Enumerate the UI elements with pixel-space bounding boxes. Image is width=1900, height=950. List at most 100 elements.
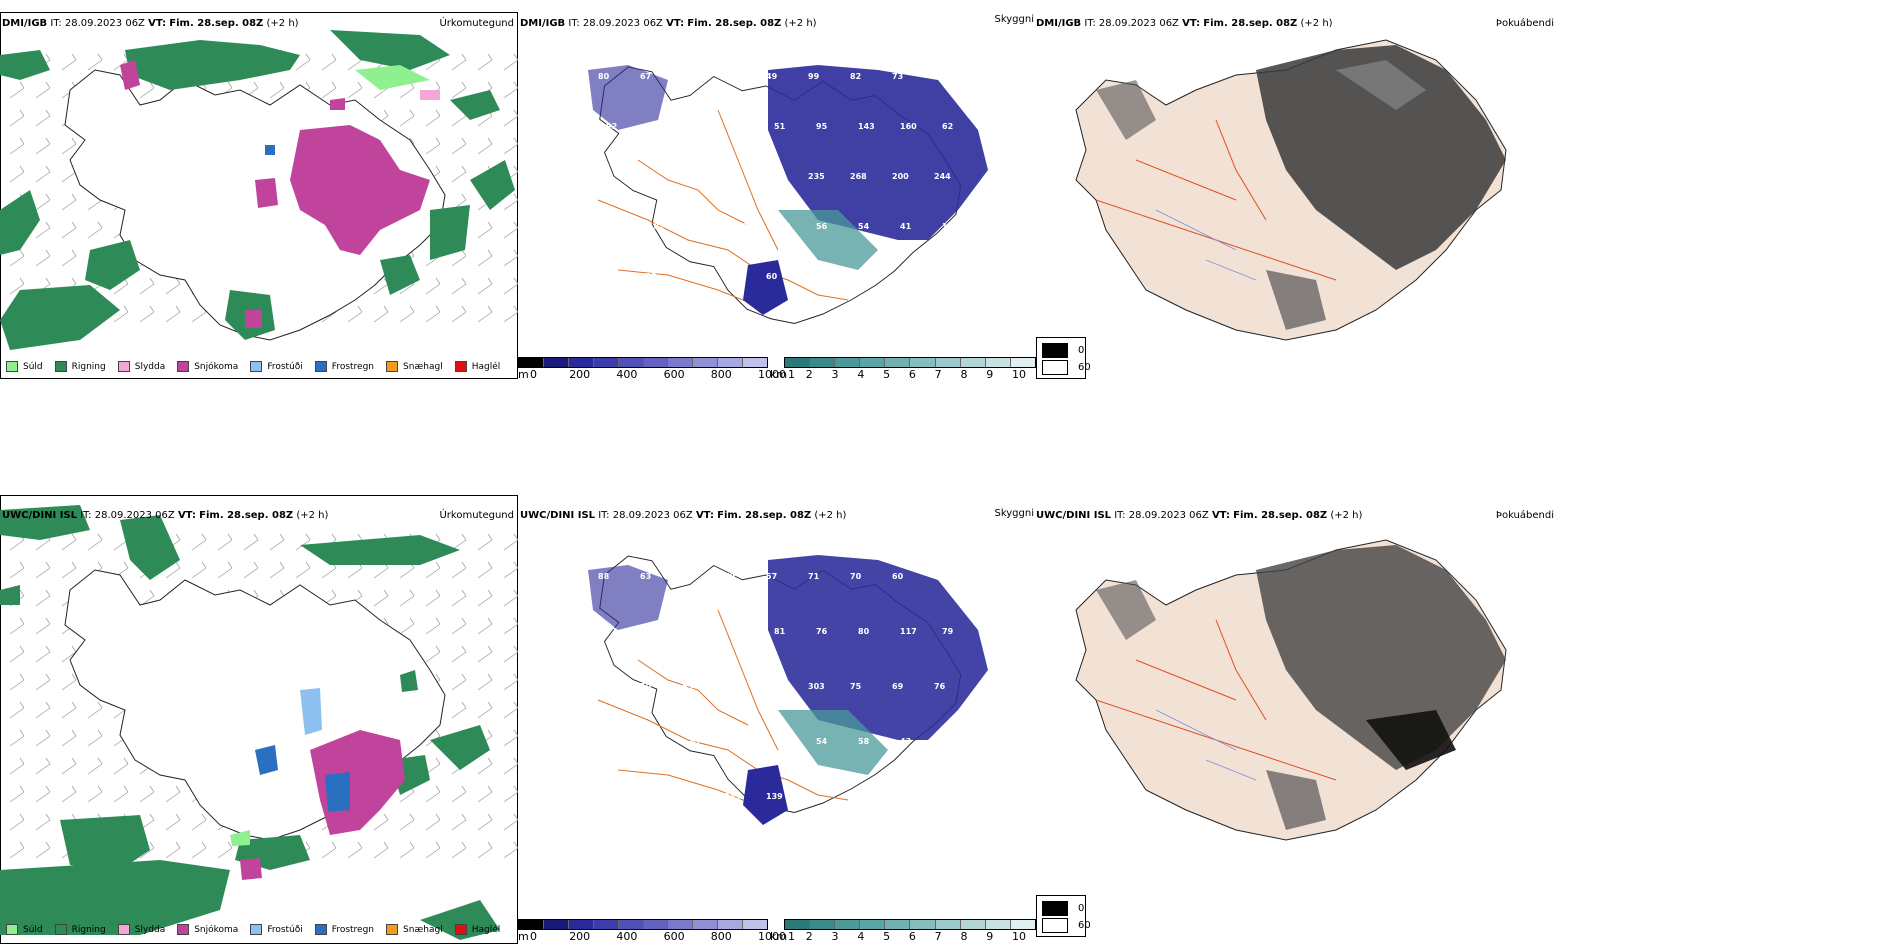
legend-label: Frostúði — [267, 924, 303, 935]
elevation-tick: 400 — [616, 930, 638, 943]
visibility-value-label: 51 — [774, 122, 786, 131]
visibility-tick: 9 — [986, 930, 994, 943]
visibility-value-label: 117 — [900, 627, 917, 636]
visibility-value-label: 68 — [682, 572, 694, 581]
visibility-value-label: 89 — [732, 627, 744, 636]
fog-max-label: 60 — [1078, 920, 1091, 931]
visibility-value-label: 64 — [690, 627, 702, 636]
visibility-panel-bottom: UWC/DINI ISL IT: 28.09.2023 06Z VT: Fim.… — [518, 490, 1036, 945]
lead-time: (+2 h) — [784, 18, 817, 29]
legend-item-5: Frostregn — [314, 924, 374, 935]
visibility-value-label: 79 — [724, 572, 736, 581]
visibility-value-label: 54 — [858, 222, 870, 231]
visibility-tick: 10 — [1012, 930, 1026, 943]
visibility-map-bottom — [588, 555, 988, 825]
visibility-unit: km — [770, 930, 788, 943]
visibility-value-label: 200 — [892, 172, 909, 181]
visibility-value-label: 112 — [682, 172, 699, 181]
visibility-tick: 5 — [883, 368, 891, 380]
valid-time: Fim. 28.sep. 08Z — [199, 510, 294, 521]
fog-min-label: 0 — [1078, 345, 1085, 356]
legend-item-0: Súld — [6, 924, 43, 935]
legend-swatch — [117, 361, 130, 372]
visibility-value-label: 123 — [640, 272, 657, 281]
lead-time: (+2 h) — [296, 510, 329, 521]
header-top-left: DMI/IGB IT: 28.09.2023 06Z VT: Fim. 28.s… — [2, 18, 299, 29]
visibility-value-label: 112 — [648, 737, 665, 746]
elevation-colorbar-top — [518, 357, 768, 368]
visibility-value-label: 54 — [816, 737, 828, 746]
visibility-colorbar-bottom — [784, 919, 1036, 930]
elevation-tick: 600 — [663, 930, 685, 943]
visibility-value-label: 43 — [900, 737, 912, 746]
visibility-tick: 8 — [960, 930, 968, 943]
visibility-value-label: 80 — [858, 627, 870, 636]
visibility-value-label: 73 — [892, 72, 904, 81]
visibility-tick: 9 — [986, 368, 994, 380]
visibility-value-label: 53 — [598, 682, 610, 691]
elevation-tick: 400 — [616, 368, 638, 380]
precip-type-panel-top: DMI/IGB IT: 28.09.2023 06Z VT: Fim. 28.s… — [0, 10, 518, 380]
visibility-value-label: 66 — [724, 272, 736, 281]
header-top-mid: DMI/IGB IT: 28.09.2023 06Z VT: Fim. 28.s… — [520, 18, 817, 29]
visibility-tick: 4 — [857, 930, 865, 943]
elevation-tick: 0 — [530, 930, 537, 943]
it-label: IT: — [1114, 510, 1126, 521]
visibility-value-label: 88 — [598, 572, 610, 581]
model-name: UWC/DINI ISL — [1036, 510, 1112, 521]
elevation-tick: 200 — [569, 368, 591, 380]
fog-legend-top: 0 60 — [1036, 337, 1091, 379]
visibility-value-label: 75 — [774, 737, 786, 746]
visibility-value-label: 81 — [774, 627, 786, 636]
header-bottom-right: UWC/DINI ISL IT: 28.09.2023 06Z VT: Fim.… — [1036, 510, 1362, 521]
model-name: DMI/IGB — [1036, 18, 1082, 29]
visibility-value-label: 68 — [648, 627, 660, 636]
fog-legend-bottom: 0 60 — [1036, 895, 1091, 937]
legend-swatch — [177, 361, 190, 372]
visibility-unit: km — [770, 368, 788, 380]
visibility-value-label: 67 — [690, 737, 702, 746]
lead-time: (+2 h) — [266, 18, 299, 29]
visibility-panel-top: DMI/IGB IT: 28.09.2023 06Z VT: Fim. 28.s… — [518, 10, 1036, 380]
panel-title-fog: Þokuábendi — [1495, 18, 1554, 29]
precip-type-panel-bottom: UWC/DINI ISL IT: 28.09.2023 06Z VT: Fim.… — [0, 490, 518, 945]
visibility-value-label: 60 — [766, 272, 778, 281]
visibility-value-label: 79 — [682, 272, 694, 281]
visibility-tick: 1 — [788, 368, 795, 380]
elevation-tick: 800 — [710, 930, 732, 943]
legend-item-3: Snjókoma — [177, 361, 238, 372]
elevation-tick: 1000 — [758, 930, 786, 943]
legend-swatch — [386, 924, 399, 935]
it-label: IT: — [50, 18, 62, 29]
precip-legend-bottom: Súld Rigning Slydda Snjókoma Frostúði Frostre… — [0, 924, 506, 935]
visibility-value-label: 139 — [766, 792, 783, 801]
visibility-value-label: 57 — [766, 572, 778, 581]
legend-label: Slydda — [134, 924, 166, 935]
precip-map-top — [0, 30, 518, 350]
elevation-tick: 200 — [569, 930, 591, 943]
elevation-unit: m — [518, 930, 529, 943]
visibility-value-label: 28 — [640, 792, 652, 801]
legend-swatch — [454, 361, 467, 372]
issue-time: 28.09.2023 06Z — [582, 18, 663, 29]
header-top-right: DMI/IGB IT: 28.09.2023 06Z VT: Fim. 28.s… — [1036, 18, 1333, 29]
visibility-value-label: 70 — [808, 272, 820, 281]
visibility-value-label: 251 — [732, 737, 749, 746]
legend-swatch — [6, 924, 18, 935]
fog-panel-bottom: UWC/DINI ISL IT: 28.09.2023 06Z VT: Fim.… — [1036, 490, 1556, 945]
legend-swatch — [314, 361, 327, 372]
legend-label: Snæhagl — [403, 924, 443, 935]
visibility-value-label: 297 — [766, 682, 783, 691]
vt-label: VT: — [695, 510, 714, 521]
legend-item-3: Snjókoma — [177, 924, 238, 935]
visibility-tick: 2 — [805, 930, 813, 943]
visibility-value-label: 244 — [934, 172, 951, 181]
vt-label: VT: — [177, 510, 196, 521]
fog-max-label: 60 — [1078, 362, 1091, 373]
legend-swatch — [250, 924, 263, 935]
panel-title-precip: Úrkomutegund — [439, 18, 514, 29]
visibility-value-label: 76 — [682, 72, 694, 81]
visibility-tick: 1 — [788, 930, 795, 943]
model-name: UWC/DINI ISL — [520, 510, 596, 521]
elevation-tick: 1000 — [758, 368, 786, 380]
